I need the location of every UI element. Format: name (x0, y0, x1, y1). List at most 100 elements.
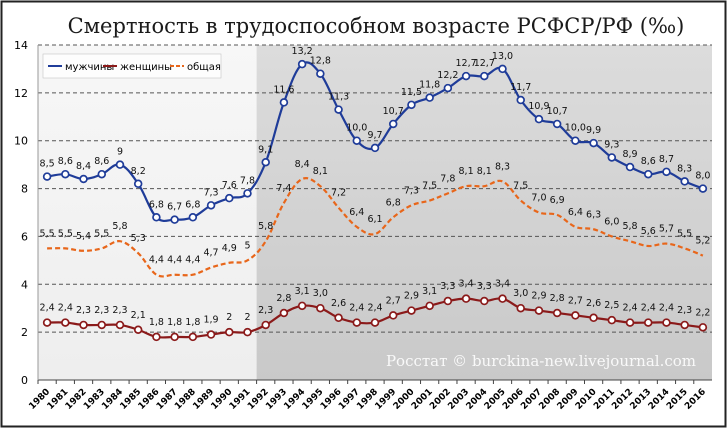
data-label: 6,8 (185, 199, 200, 210)
data-point (188, 213, 198, 222)
data-point (407, 306, 416, 315)
data-label: 8,2 (131, 166, 146, 177)
data-label: 5,7 (659, 224, 674, 235)
data-label: 7,8 (240, 175, 255, 186)
legend: мужчины женщины общая (42, 53, 222, 79)
data-point (698, 323, 708, 332)
data-point (297, 301, 307, 311)
data-point (571, 311, 580, 320)
data-point (170, 215, 179, 224)
data-point (316, 69, 325, 78)
data-label: 3,1 (295, 286, 310, 297)
data-point (607, 315, 617, 325)
data-label: 2,5 (604, 300, 619, 311)
data-point (516, 95, 525, 105)
data-label: 1,9 (203, 315, 218, 326)
data-label: 2,3 (112, 305, 127, 316)
data-point (552, 308, 562, 318)
data-label: 7,3 (404, 185, 419, 196)
data-label: 8,4 (295, 159, 310, 170)
data-point (552, 119, 562, 129)
data-label: 8,3 (677, 163, 692, 174)
data-label: 7,5 (422, 181, 437, 192)
data-label: 11,7 (510, 82, 531, 93)
data-label: 5,5 (58, 228, 73, 239)
data-point (425, 93, 434, 102)
data-point (352, 318, 362, 327)
data-label: 13,0 (492, 51, 513, 62)
data-label: 6,7 (167, 202, 182, 213)
y-axis: 0 2 4 6 8 10 12 14 (14, 39, 712, 387)
data-label: 5,5 (40, 228, 55, 239)
data-label: 4,7 (203, 248, 218, 259)
data-point (498, 294, 507, 303)
data-point (97, 169, 107, 179)
y-tick-label: 4 (21, 278, 28, 291)
data-label: 2,8 (550, 293, 565, 304)
data-point (170, 332, 179, 342)
data-label: 4,4 (167, 255, 182, 266)
data-point (243, 189, 252, 198)
data-label: 7,5 (513, 181, 528, 192)
data-label: 2,4 (58, 303, 73, 314)
data-label: 2,4 (659, 303, 674, 314)
data-point (680, 177, 689, 186)
data-point (388, 119, 398, 129)
data-point (388, 311, 398, 320)
data-label: 2,2 (695, 307, 710, 318)
y-tick-label: 12 (14, 87, 28, 100)
data-label: 5,8 (112, 221, 127, 232)
data-label: 8,0 (695, 171, 710, 182)
data-label: 10,9 (528, 101, 549, 112)
plot-area-shaded (256, 45, 712, 380)
data-label: 9,9 (586, 125, 601, 136)
data-label: 1,8 (149, 317, 164, 328)
data-point (352, 136, 362, 145)
data-point (42, 172, 52, 181)
data-point (516, 303, 525, 313)
data-label: 2,3 (677, 305, 692, 316)
data-label: 6,4 (349, 207, 364, 218)
data-label: 5,6 (641, 226, 656, 237)
data-label: 7,3 (203, 187, 218, 198)
data-label: 12,7 (474, 58, 495, 69)
data-label: 9,7 (367, 130, 382, 141)
data-label: 2,4 (622, 303, 637, 314)
data-point (297, 59, 307, 69)
data-label: 2,4 (40, 303, 55, 314)
data-point (133, 179, 143, 189)
data-label: 8,6 (94, 156, 109, 167)
data-label: 3,4 (459, 279, 474, 290)
data-label: 8,1 (459, 166, 474, 177)
data-label: 9,1 (258, 144, 273, 155)
data-label: 5,4 (76, 231, 91, 242)
data-label: 2,6 (331, 298, 346, 309)
watermark-text: Росстат © burckina-new.livejournal.com (386, 352, 696, 370)
data-label: 12,8 (310, 56, 331, 67)
data-label: 8,7 (659, 154, 674, 165)
data-point (589, 138, 598, 148)
legend-label: общая (187, 62, 221, 73)
data-label: 2,8 (276, 293, 291, 304)
data-point (206, 201, 216, 210)
y-tick-label: 8 (21, 183, 28, 196)
data-label: 7,8 (440, 173, 455, 184)
data-label: 5,5 (94, 228, 109, 239)
data-label: 2,9 (531, 291, 546, 302)
data-label: 7,0 (531, 193, 546, 204)
y-tick-label: 10 (14, 135, 28, 148)
data-labels: 8,5 8,6 8,4 8,698,26,8 6,7 6,87,37,6 7,89,111,… (40, 46, 711, 328)
data-point (279, 98, 289, 107)
data-point (498, 64, 507, 74)
data-point (261, 320, 270, 330)
data-point (316, 303, 325, 313)
data-label: 8,4 (76, 161, 91, 172)
data-point (698, 184, 708, 193)
data-point (625, 318, 635, 327)
data-label: 2 (226, 312, 232, 323)
data-label: 6,3 (586, 209, 601, 220)
data-label: 6,4 (568, 207, 583, 218)
data-label: 12,7 (456, 58, 477, 69)
data-point (571, 136, 580, 145)
data-label: 12,2 (437, 70, 458, 81)
